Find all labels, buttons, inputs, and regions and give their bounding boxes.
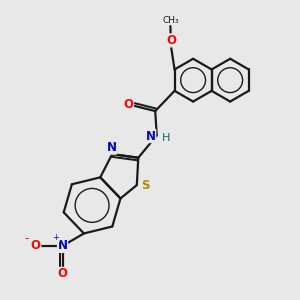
Text: N: N bbox=[58, 239, 68, 252]
Text: +: + bbox=[52, 232, 59, 242]
Text: O: O bbox=[31, 239, 41, 252]
Text: N: N bbox=[106, 141, 117, 154]
Text: S: S bbox=[141, 179, 149, 192]
Text: O: O bbox=[124, 98, 134, 111]
Text: N: N bbox=[146, 130, 156, 142]
Text: H: H bbox=[162, 134, 170, 143]
Text: O: O bbox=[58, 267, 68, 280]
Text: CH₃: CH₃ bbox=[162, 16, 179, 25]
Text: O: O bbox=[166, 34, 176, 47]
Text: -: - bbox=[24, 232, 28, 245]
